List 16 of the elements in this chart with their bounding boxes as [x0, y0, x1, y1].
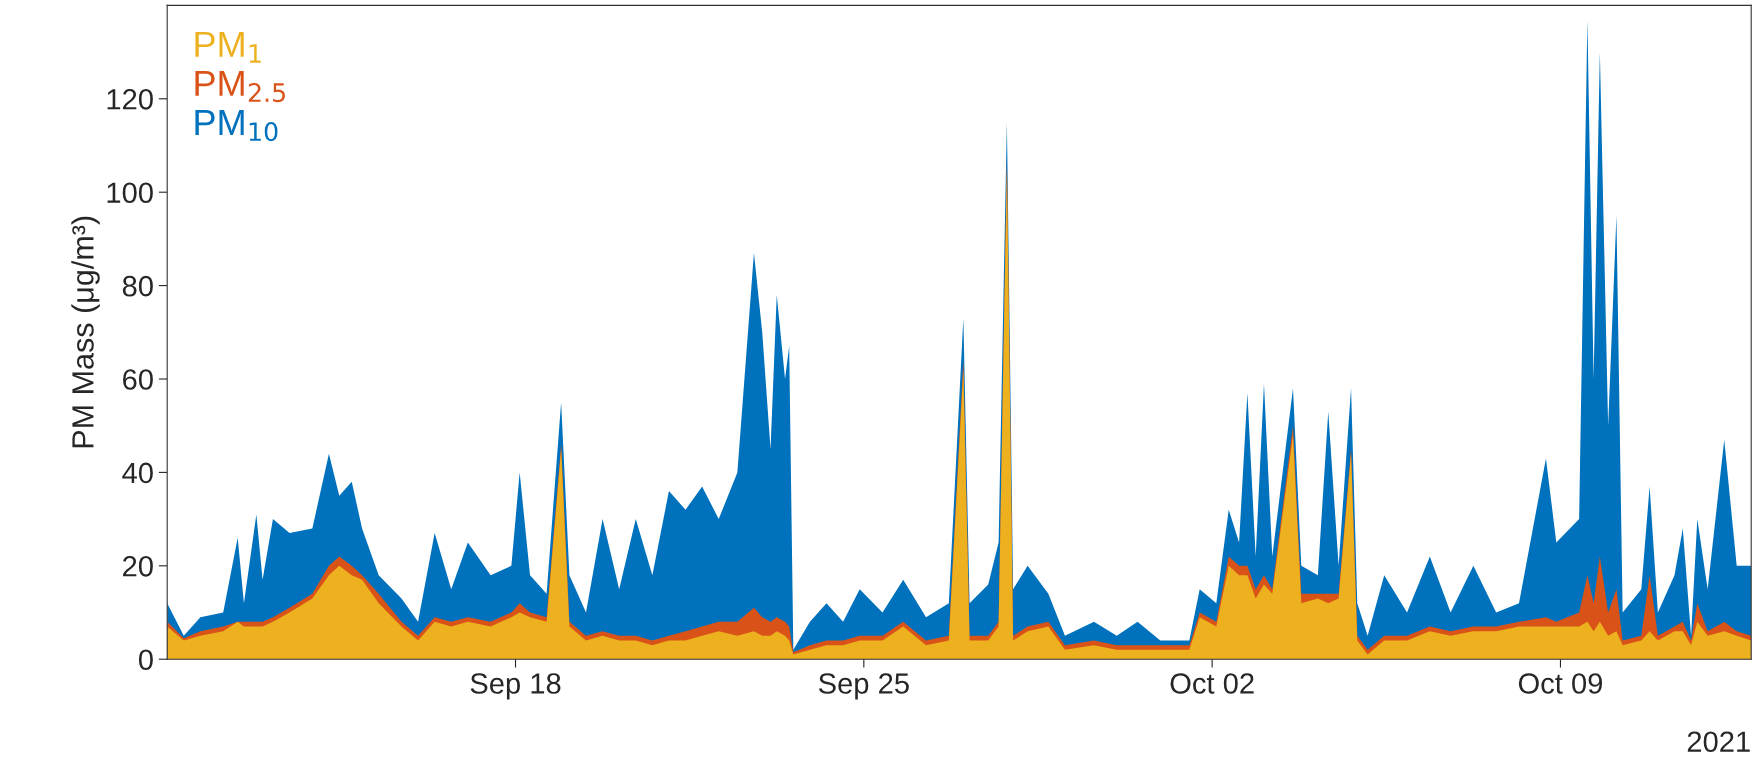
- y-tick-label: 40: [122, 462, 153, 484]
- x-tick-label: Oct 09: [1518, 673, 1603, 694]
- y-tick-label: 20: [123, 556, 153, 577]
- x-tick-label: Sep 25: [818, 673, 909, 700]
- text: PM$_{2.5}$: [195, 71, 285, 103]
- y-tick-label: 80: [122, 275, 153, 297]
- text: PM$_{1}$: [195, 31, 261, 63]
- y-tick-label: 100: [107, 182, 153, 204]
- text: PM$_{10}$: [195, 110, 278, 142]
- y-tick-label: 60: [123, 369, 153, 390]
- y-tick-label: 0: [138, 649, 153, 671]
- text: 2021: [1687, 731, 1750, 753]
- y-tick-label: 120: [107, 89, 153, 110]
- y-axis-title: PM Mass (μg/m³): [71, 216, 100, 448]
- x-tick-label: Oct 02: [1170, 673, 1254, 694]
- x-tick-label: Sep 18: [470, 673, 561, 700]
